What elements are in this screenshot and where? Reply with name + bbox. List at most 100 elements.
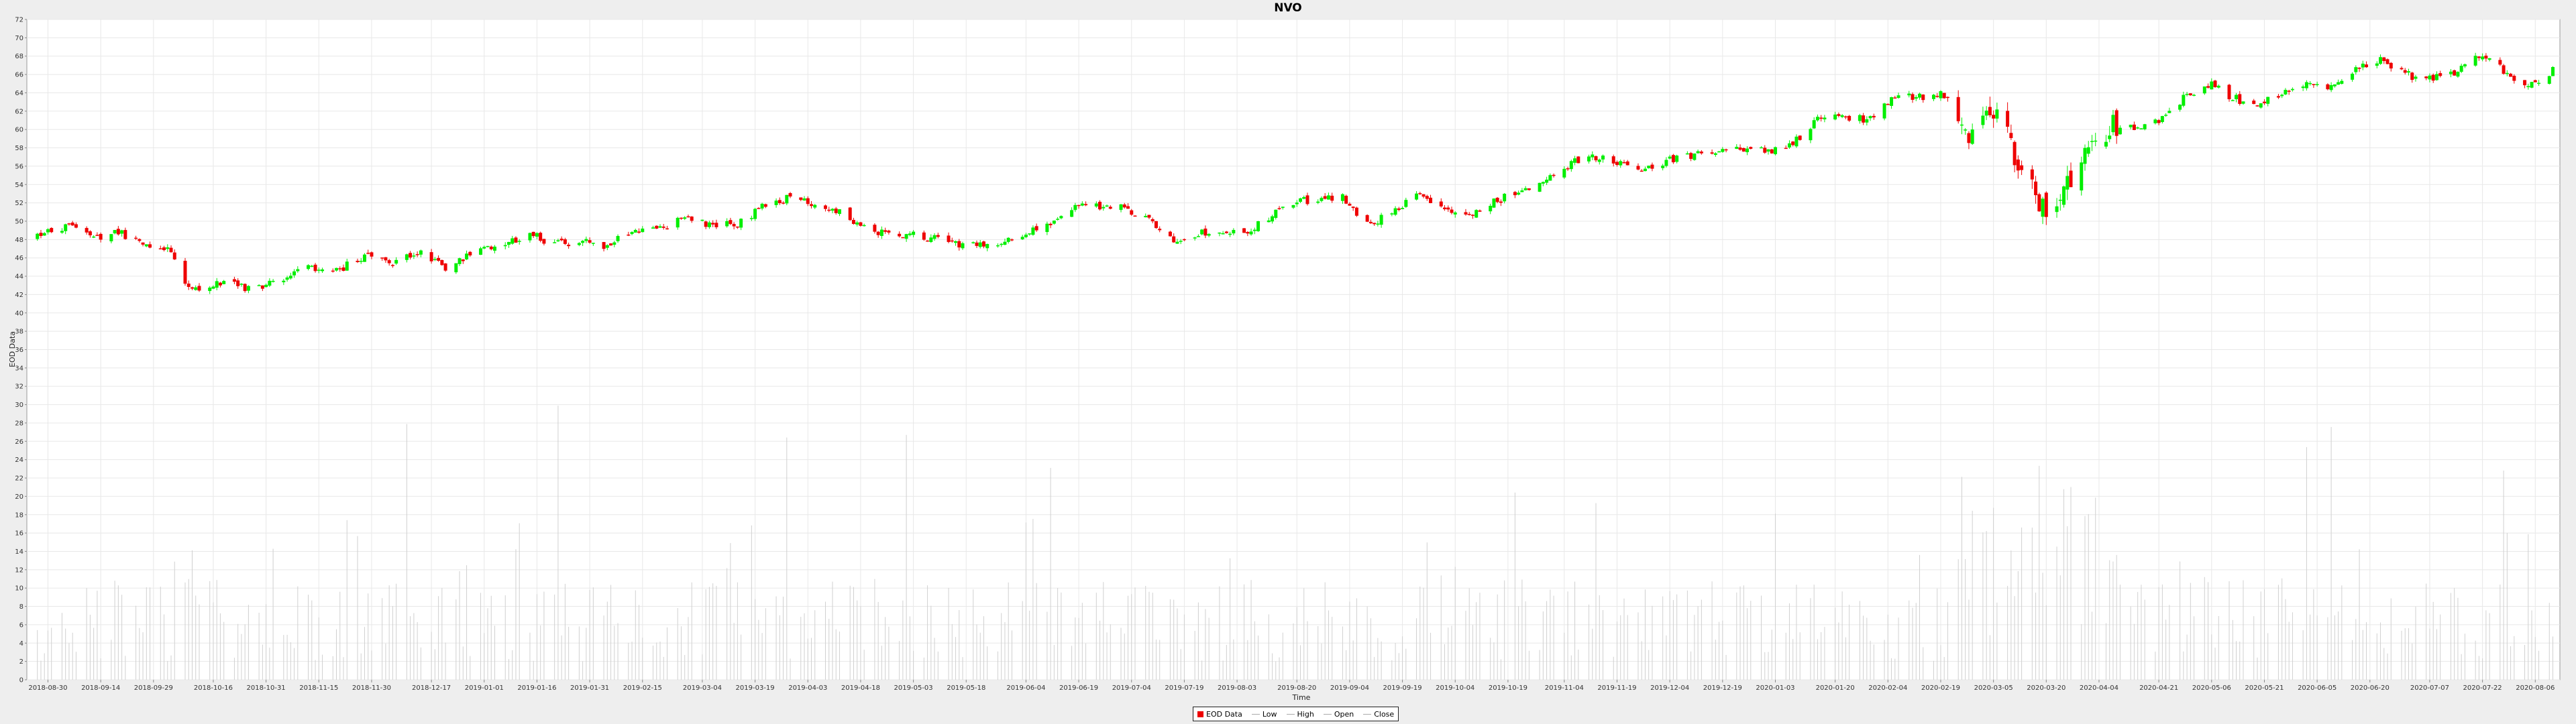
- candle-body: [419, 250, 423, 255]
- candle-body: [2188, 93, 2192, 96]
- candle-body: [1467, 214, 1471, 215]
- candle-body: [707, 222, 711, 227]
- candle-body: [85, 228, 89, 233]
- candle-body: [1935, 96, 1939, 97]
- candle-body: [2463, 64, 2467, 66]
- candle-body: [405, 254, 409, 260]
- candle-body: [1587, 156, 1591, 162]
- candle-body: [862, 225, 866, 227]
- candle-body: [1622, 162, 1626, 164]
- candle-body: [1421, 194, 1426, 197]
- candle-body: [1495, 197, 1499, 202]
- candle-body: [2259, 103, 2263, 108]
- candle-body: [2365, 64, 2369, 68]
- candle-body: [1415, 193, 1419, 200]
- candle-body: [1365, 215, 1369, 222]
- x-tick-label: 2018-11-15: [299, 684, 338, 692]
- candle-body: [1295, 202, 1299, 204]
- candle-body: [1615, 162, 1619, 166]
- x-tick-label: 2019-08-03: [1218, 684, 1256, 692]
- candle-body: [1249, 231, 1253, 235]
- candle-body: [2484, 56, 2488, 59]
- candle-body: [2139, 128, 2143, 129]
- candle-body: [2449, 71, 2453, 74]
- candle-body: [630, 232, 634, 235]
- candle-body: [197, 286, 201, 291]
- legend-label-close: Close: [1374, 709, 1395, 719]
- legend-line-open: [1323, 713, 1332, 715]
- candle-body: [735, 226, 739, 228]
- y-tick-label: 10: [15, 585, 23, 593]
- candle-body: [211, 286, 215, 289]
- candle-body: [1119, 204, 1123, 210]
- candle-body: [1098, 202, 1102, 210]
- candle-body: [749, 218, 753, 219]
- candle-body: [553, 242, 557, 243]
- candle-body: [1661, 166, 1665, 168]
- candle-body: [1094, 203, 1098, 207]
- x-tick-label: 2018-10-31: [247, 684, 286, 692]
- candle-body: [183, 261, 187, 284]
- candle-body: [2361, 63, 2365, 68]
- candle-body: [2287, 90, 2291, 92]
- candle-body: [134, 237, 138, 239]
- candle-body: [1710, 152, 1714, 154]
- candle-body: [1981, 115, 1985, 125]
- candle-body: [1108, 206, 1112, 209]
- candle-body: [1815, 117, 1819, 121]
- y-tick-label: 2: [19, 658, 23, 666]
- candle-body: [1298, 198, 1302, 202]
- candle-body: [92, 236, 96, 238]
- candle-body: [409, 253, 413, 258]
- candle-body: [1182, 239, 1186, 241]
- candle-body: [1636, 166, 1640, 170]
- x-tick-label: 2020-03-05: [1974, 684, 2013, 692]
- candle-body: [387, 260, 391, 263]
- candle-body: [123, 230, 127, 239]
- candle-body: [1650, 164, 1654, 169]
- candle-body: [823, 205, 827, 209]
- candle-body: [567, 245, 571, 247]
- candle-body: [190, 287, 194, 289]
- candle-body: [926, 240, 930, 242]
- candle-body: [335, 267, 339, 271]
- candle-body: [1470, 215, 1474, 216]
- candle-body: [2410, 72, 2414, 80]
- candle-body: [2308, 82, 2312, 84]
- candle-body: [1499, 201, 1503, 203]
- candle-body: [641, 228, 645, 233]
- candle-body: [1034, 226, 1038, 231]
- candle-body: [739, 219, 743, 228]
- candle-body: [704, 221, 708, 227]
- candle-body: [1984, 111, 1988, 116]
- candle-body: [1735, 147, 1739, 149]
- candle-body: [2055, 206, 2059, 213]
- candle-body: [834, 208, 838, 213]
- candle-body: [109, 234, 113, 241]
- candle-body: [1218, 232, 1222, 234]
- candle-body: [859, 222, 863, 226]
- candle-body: [2034, 181, 2038, 196]
- candle-body: [2167, 111, 2171, 113]
- x-tick-label: 2019-10-19: [1489, 684, 1527, 692]
- candle-body: [70, 223, 74, 226]
- candle-body: [67, 223, 71, 225]
- candle-body: [2210, 81, 2214, 90]
- candle-body: [1373, 223, 1377, 225]
- candle-body: [2459, 66, 2463, 72]
- candle-body: [1942, 93, 1946, 99]
- x-tick-label: 2019-10-04: [1436, 684, 1474, 692]
- y-tick-label: 38: [15, 328, 23, 336]
- candle-body: [2505, 72, 2509, 74]
- candle-body: [729, 220, 733, 225]
- legend-item-close: Close: [1363, 710, 1394, 719]
- candle-body: [138, 239, 142, 241]
- candle-body: [556, 240, 560, 241]
- candle-body: [461, 259, 465, 261]
- candle-body: [1594, 156, 1598, 161]
- candle-body: [679, 217, 683, 219]
- candle-body: [412, 255, 416, 257]
- candle-body: [985, 243, 989, 249]
- y-tick-label: 46: [15, 255, 23, 262]
- candle-body: [1576, 156, 1580, 164]
